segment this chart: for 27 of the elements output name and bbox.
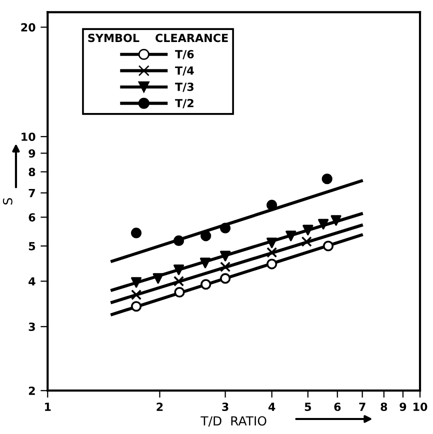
y-tick-label: 4 bbox=[28, 277, 36, 286]
y-tick-label: 6 bbox=[28, 213, 36, 222]
x-tick-label: 7 bbox=[359, 402, 366, 411]
legend-label: T/2 bbox=[175, 98, 194, 108]
y-tick-label: 3 bbox=[28, 322, 35, 331]
x-tick-label: 9 bbox=[400, 402, 406, 412]
legend-label: T/4 bbox=[175, 66, 194, 76]
x-tick-label: 3 bbox=[222, 402, 228, 412]
x-axis-title: T/D RATIO bbox=[200, 416, 266, 427]
x-tick-label: 10 bbox=[414, 402, 428, 412]
x-tick-label: 8 bbox=[380, 402, 388, 412]
legend-label: T/6 bbox=[175, 50, 194, 60]
legend-label: T/3 bbox=[175, 82, 194, 92]
y-tick-label: 20 bbox=[21, 23, 36, 32]
y-tick-label: 2 bbox=[28, 386, 35, 395]
y-tick-label: 7 bbox=[28, 189, 35, 198]
y-tick-label: 9 bbox=[28, 149, 36, 158]
y-tick-label: 8 bbox=[28, 168, 36, 176]
y-tick-label: 5 bbox=[28, 242, 36, 250]
y-tick-label: 10 bbox=[22, 132, 36, 141]
x-tick-label: 6 bbox=[334, 402, 341, 412]
x-tick-label: 1 bbox=[45, 402, 51, 411]
x-tick-label: 2 bbox=[156, 402, 163, 411]
legend-title: SYMBOL CLEARANCE bbox=[88, 34, 228, 42]
x-tick-label: 4 bbox=[268, 402, 276, 411]
y-axis-title: S bbox=[2, 198, 12, 205]
x-tick-label: 5 bbox=[304, 402, 311, 412]
